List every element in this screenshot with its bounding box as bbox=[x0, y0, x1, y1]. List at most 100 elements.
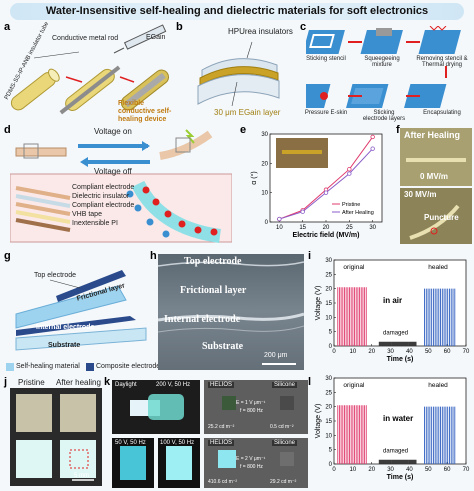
y-tick-label: 15 bbox=[325, 419, 332, 425]
figure-title: Water-Insensitive self-healing and diele… bbox=[10, 3, 464, 20]
chart-e: 10 15 20 25 30 0 10 20 30 Electric field (MV/m) α … bbox=[250, 132, 383, 239]
healed-photo bbox=[60, 394, 96, 432]
bent-actuator bbox=[159, 130, 213, 160]
insulators-label: HPUrea insulators bbox=[228, 27, 293, 36]
h-scale-label: 200 μm bbox=[264, 352, 288, 359]
panel-label-j: l bbox=[308, 376, 312, 388]
photo-30mv bbox=[400, 188, 472, 244]
x-axis-label: Electric field (MV/m) bbox=[293, 232, 360, 239]
x-tick-label: 10 bbox=[350, 467, 357, 473]
device-label: Flexible conductive self-healing device bbox=[118, 100, 172, 123]
trace-label-damaged: damaged bbox=[383, 331, 408, 337]
y-tick-label: 5 bbox=[329, 448, 333, 454]
panel-k-photos bbox=[10, 388, 102, 486]
panel-label-e: e bbox=[240, 124, 247, 136]
data-point bbox=[347, 167, 352, 172]
legend-label: After Healing bbox=[342, 210, 374, 216]
y-tick-label: 30 bbox=[325, 258, 332, 264]
trace-label-original: original bbox=[343, 382, 365, 389]
l-val2: 0.5 cd m⁻² bbox=[270, 424, 294, 430]
panel-label-g: g bbox=[4, 250, 11, 262]
x-tick-label: 20 bbox=[368, 467, 375, 473]
step-label-1: Sticking stencil bbox=[306, 56, 346, 62]
x-tick-label: 20 bbox=[323, 225, 330, 231]
panel-g-drawing bbox=[15, 270, 147, 351]
layer-label-2: Dielectric insulator bbox=[72, 193, 130, 200]
panel-l-photos bbox=[112, 380, 308, 488]
l-val1: 25.2 cd m⁻² bbox=[208, 424, 235, 430]
data-point bbox=[347, 171, 352, 176]
layer-label-1: Compliant electrode bbox=[72, 184, 135, 191]
x-tick-label: 30 bbox=[387, 349, 394, 355]
voltage-trace-damaged bbox=[378, 341, 417, 346]
l-daylight: Daylight bbox=[115, 382, 137, 388]
panel-h-sem bbox=[158, 254, 304, 370]
x-tick-label: 50 bbox=[425, 467, 432, 473]
k-pristine: Pristine bbox=[18, 378, 45, 387]
step-label-2: Squeegeeing mixture bbox=[364, 56, 400, 68]
step-1-stencil bbox=[306, 30, 345, 54]
y-tick-label: 20 bbox=[261, 161, 268, 167]
step-label-3: Removing stencil & Thermal drying bbox=[416, 56, 468, 68]
legend-self-healing: Self-healing material bbox=[16, 363, 80, 370]
x-tick-label: 30 bbox=[369, 225, 376, 231]
panel-label-i: i bbox=[308, 250, 312, 262]
panel-label-f: f bbox=[396, 124, 400, 136]
tube-with-egain bbox=[120, 69, 170, 111]
healed-region bbox=[69, 449, 89, 469]
step-4-encapsulating bbox=[404, 84, 447, 108]
charge-markers bbox=[126, 186, 218, 238]
y-tick-label: 5 bbox=[329, 330, 333, 336]
l-silicone-1: Silicone bbox=[272, 382, 298, 388]
x-tick-label: 0 bbox=[332, 349, 336, 355]
field-0-label: 0 MV/m bbox=[420, 172, 449, 181]
panel-c-drawing bbox=[306, 26, 461, 108]
x-tick-label: 60 bbox=[444, 467, 451, 473]
trace-label-healed: healed bbox=[428, 264, 448, 271]
l-silicone-2: Silicone bbox=[272, 440, 298, 446]
condition-label: in air bbox=[383, 296, 402, 305]
x-tick-label: 30 bbox=[387, 467, 394, 473]
egain-label: EGain bbox=[146, 34, 166, 41]
y-tick-label: 15 bbox=[325, 301, 332, 307]
step-label-5: Sticking electrode layers bbox=[362, 110, 406, 122]
y-axis-label: Voltage (V) bbox=[315, 404, 322, 439]
data-point bbox=[277, 216, 282, 222]
legend-label: Pristine bbox=[342, 202, 360, 208]
lightning-icon bbox=[185, 129, 195, 144]
layer-label-3: Compliant electrode bbox=[72, 202, 135, 209]
panel-label-c: c bbox=[300, 21, 307, 33]
panel-a-drawing bbox=[10, 24, 170, 115]
flat-actuator bbox=[15, 147, 67, 157]
k-scale: 5 mm bbox=[74, 473, 89, 479]
inset-device bbox=[282, 150, 322, 154]
x-tick-label: 40 bbox=[406, 349, 413, 355]
internal-electrode-layer bbox=[16, 316, 136, 336]
data-point bbox=[323, 190, 329, 195]
voltage-trace-original bbox=[337, 287, 367, 346]
l-e2: E = 2 V μm⁻¹ bbox=[236, 456, 266, 462]
x-tick-label: 15 bbox=[299, 225, 306, 231]
syringe-icon bbox=[113, 24, 167, 54]
x-tick-label: 10 bbox=[350, 349, 357, 355]
l-helios-2: HELIOS bbox=[208, 440, 235, 446]
l-f1: f = 800 Hz bbox=[240, 408, 263, 414]
trace-label-original: original bbox=[343, 264, 365, 271]
h-substrate: Substrate bbox=[202, 341, 244, 352]
x-tick-label: 70 bbox=[463, 349, 470, 355]
x-tick-label: 20 bbox=[368, 349, 375, 355]
curved-layer bbox=[131, 180, 222, 243]
pristine-lit bbox=[16, 440, 52, 478]
l-val4: 29.2 cd m⁻² bbox=[270, 479, 297, 485]
g-top-electrode: Top electrode bbox=[34, 272, 77, 279]
layer-stack bbox=[15, 186, 71, 232]
insulator-tube bbox=[10, 68, 60, 111]
egain-layer-label: 30 μm EGain layer bbox=[214, 108, 281, 117]
x-tick-label: 40 bbox=[406, 467, 413, 473]
panel-label-l: k bbox=[104, 376, 111, 388]
y-tick-label: 25 bbox=[325, 390, 332, 396]
voltage-trace-healed bbox=[424, 288, 456, 346]
puncture-label: Puncture bbox=[424, 213, 459, 222]
legend-swatch-composite bbox=[86, 363, 94, 371]
